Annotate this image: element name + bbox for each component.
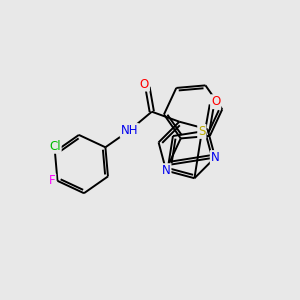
- Text: Cl: Cl: [49, 140, 61, 153]
- Text: N: N: [211, 151, 220, 164]
- Text: F: F: [49, 174, 56, 187]
- Text: O: O: [140, 78, 149, 91]
- Text: NH: NH: [121, 124, 138, 137]
- Text: N: N: [162, 164, 170, 177]
- Text: S: S: [198, 125, 206, 138]
- Text: O: O: [211, 95, 220, 108]
